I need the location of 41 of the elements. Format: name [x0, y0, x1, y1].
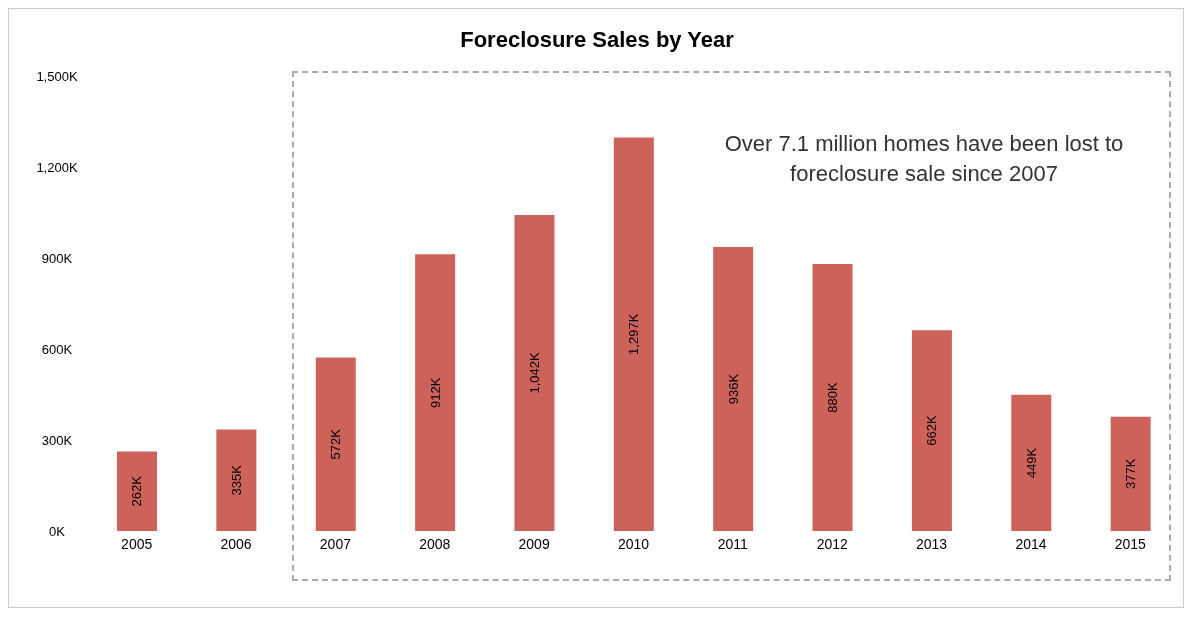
bar [812, 264, 853, 531]
bar [315, 357, 356, 531]
chart-title: Foreclosure Sales by Year [459, 27, 735, 53]
bar [713, 247, 754, 531]
annotation: Over 7.1 million homes have been lost to foreclosure sale since 2007 [723, 130, 1125, 188]
y-tick-label: 300K [41, 432, 73, 448]
bar [514, 214, 555, 531]
y-tick-label: 1,500K [36, 68, 78, 84]
x-tick-label: 2005 [121, 535, 153, 552]
bar [613, 137, 654, 531]
x-tick-label: 2009 [518, 535, 550, 552]
data-label: 572K [328, 428, 344, 460]
x-tick-label: 2007 [319, 535, 352, 552]
data-label: 449K [1023, 447, 1039, 479]
x-tick-label: 2014 [1015, 535, 1047, 552]
data-label: 662K [924, 415, 940, 446]
x-tick-label: 2013 [916, 535, 948, 552]
data-label: 1,042K [526, 352, 542, 394]
bar [415, 254, 456, 531]
bar [117, 451, 157, 531]
x-tick-label: 2010 [617, 535, 650, 552]
x-tick-label: 2008 [419, 535, 451, 552]
data-label: 880K [825, 382, 841, 413]
bar [911, 330, 952, 531]
data-label: 335K [228, 464, 244, 496]
data-label: 936K [725, 373, 741, 405]
data-label: 262K [129, 475, 145, 507]
bar [1110, 416, 1151, 531]
x-tick-label: 2015 [1114, 535, 1147, 552]
x-tick-label: 2011 [717, 535, 749, 552]
bar [216, 429, 257, 531]
y-tick-label: 1,200K [36, 159, 78, 175]
bar [1011, 394, 1052, 531]
y-tick-label: 900K [41, 250, 73, 266]
y-tick-label: 0K [49, 523, 66, 539]
x-tick-label: 2006 [220, 535, 252, 552]
data-label: 1,297K [626, 313, 642, 355]
data-label: 377K [1123, 458, 1139, 490]
x-tick-label: 2012 [816, 535, 849, 552]
data-label: 912K [427, 377, 443, 408]
y-tick-label: 600K [41, 341, 73, 357]
